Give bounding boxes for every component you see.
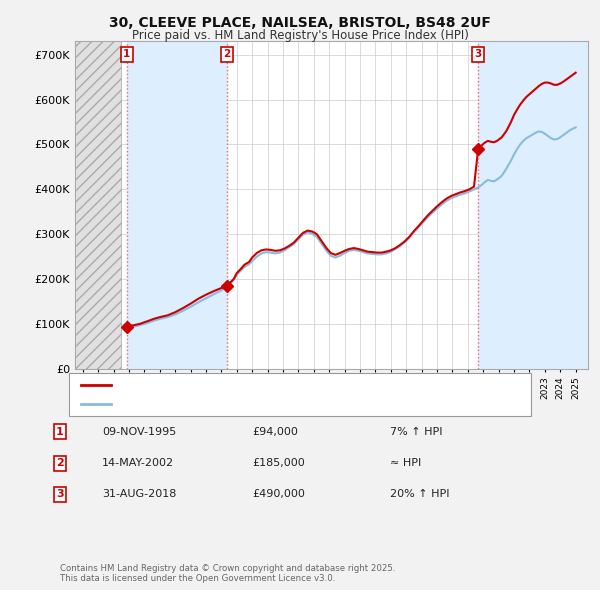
Text: £94,000: £94,000 xyxy=(252,427,298,437)
Text: £185,000: £185,000 xyxy=(252,458,305,468)
Text: Contains HM Land Registry data © Crown copyright and database right 2025.
This d: Contains HM Land Registry data © Crown c… xyxy=(60,563,395,583)
Text: ≈ HPI: ≈ HPI xyxy=(390,458,421,468)
Bar xyxy=(75,41,121,369)
Text: 30, CLEEVE PLACE, NAILSEA, BRISTOL, BS48 2UF (detached house): 30, CLEEVE PLACE, NAILSEA, BRISTOL, BS48… xyxy=(117,381,466,391)
Text: 09-NOV-1995: 09-NOV-1995 xyxy=(102,427,176,437)
Text: Price paid vs. HM Land Registry's House Price Index (HPI): Price paid vs. HM Land Registry's House … xyxy=(131,30,469,42)
Text: 14-MAY-2002: 14-MAY-2002 xyxy=(102,458,174,468)
Text: HPI: Average price, detached house, North Somerset: HPI: Average price, detached house, Nort… xyxy=(117,399,392,409)
Bar xyxy=(127,41,227,369)
Text: 30, CLEEVE PLACE, NAILSEA, BRISTOL, BS48 2UF: 30, CLEEVE PLACE, NAILSEA, BRISTOL, BS48… xyxy=(109,16,491,30)
Text: 3: 3 xyxy=(475,50,482,60)
Bar xyxy=(478,41,588,369)
Text: 1: 1 xyxy=(56,427,64,437)
Text: 7% ↑ HPI: 7% ↑ HPI xyxy=(390,427,443,437)
Text: 20% ↑ HPI: 20% ↑ HPI xyxy=(390,490,449,499)
Text: 2: 2 xyxy=(223,50,230,60)
Text: 3: 3 xyxy=(56,490,64,499)
Text: 31-AUG-2018: 31-AUG-2018 xyxy=(102,490,176,499)
Text: 1: 1 xyxy=(123,50,130,60)
Text: 2: 2 xyxy=(56,458,64,468)
Text: £490,000: £490,000 xyxy=(252,490,305,499)
